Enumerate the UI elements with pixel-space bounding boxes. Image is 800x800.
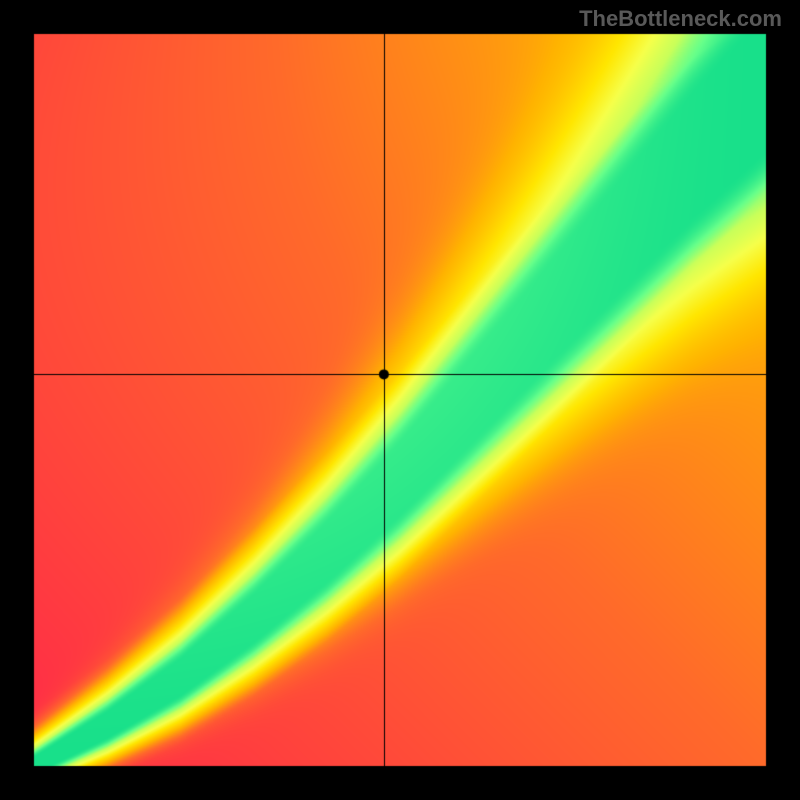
chart-container: TheBottleneck.com (0, 0, 800, 800)
watermark-text: TheBottleneck.com (579, 6, 782, 32)
heatmap-canvas (0, 0, 800, 800)
